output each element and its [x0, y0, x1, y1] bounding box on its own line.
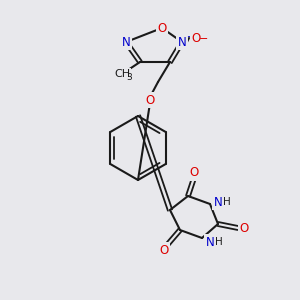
Text: +: + — [186, 32, 194, 42]
Text: CH: CH — [114, 69, 130, 79]
Text: −: − — [199, 34, 209, 44]
Text: H: H — [223, 197, 231, 207]
Text: O: O — [146, 94, 154, 106]
Text: O: O — [159, 244, 169, 256]
Text: O: O — [158, 22, 166, 34]
Text: 3: 3 — [126, 73, 132, 82]
Text: N: N — [178, 35, 186, 49]
Text: O: O — [189, 167, 199, 179]
Text: N: N — [214, 196, 222, 208]
Text: H: H — [215, 237, 223, 247]
Text: N: N — [206, 236, 214, 248]
Text: N: N — [122, 35, 130, 49]
Text: O: O — [239, 221, 249, 235]
Text: O: O — [191, 32, 201, 44]
